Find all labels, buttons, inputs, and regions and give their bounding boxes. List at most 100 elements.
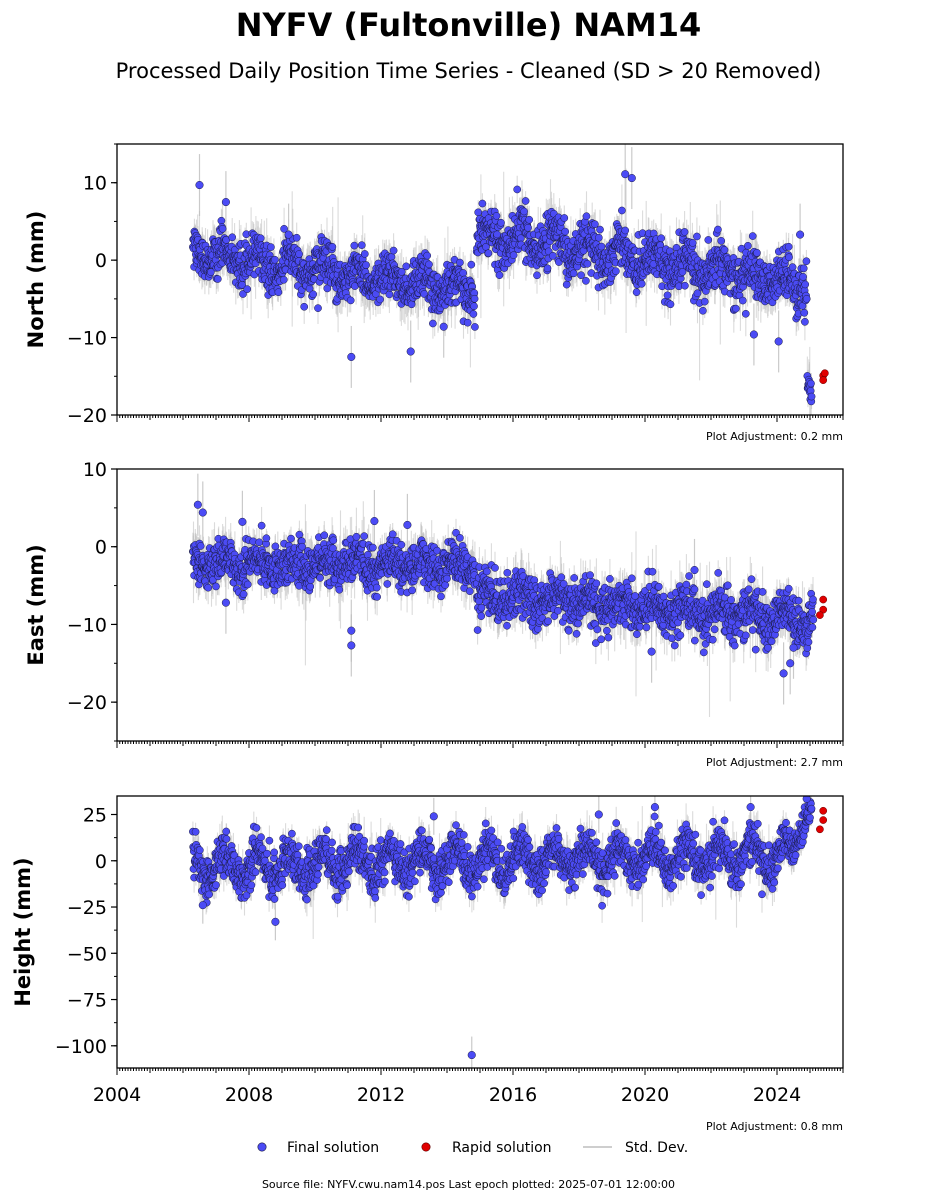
final-point xyxy=(239,290,247,298)
final-point xyxy=(582,276,590,285)
final-point xyxy=(637,279,646,288)
final-point xyxy=(533,271,541,280)
final-point xyxy=(591,220,599,229)
final-point xyxy=(267,243,275,251)
north-final-points xyxy=(189,170,816,406)
final-point xyxy=(328,243,337,251)
final-point xyxy=(228,233,237,242)
final-point xyxy=(569,269,578,278)
final-point xyxy=(270,255,279,264)
north-y-ticks: 10 0 −10 −20 xyxy=(67,143,117,427)
final-point xyxy=(357,241,366,249)
final-point xyxy=(582,212,591,221)
final-point xyxy=(717,237,726,245)
north-rapid-points xyxy=(819,369,829,385)
y-tick-label: 10 xyxy=(83,173,107,195)
final-point xyxy=(495,271,504,280)
final-point xyxy=(274,288,283,297)
final-point xyxy=(478,199,487,208)
final-point xyxy=(217,216,226,225)
final-point xyxy=(376,295,384,304)
final-point xyxy=(309,290,318,299)
final-point xyxy=(597,242,606,251)
final-point xyxy=(666,300,675,309)
final-point xyxy=(492,212,501,220)
final-point xyxy=(509,251,518,260)
final-point xyxy=(213,275,222,283)
final-point xyxy=(521,197,530,205)
final-point xyxy=(295,250,303,258)
final-point xyxy=(279,275,288,284)
final-point xyxy=(732,304,740,313)
final-point xyxy=(618,206,626,215)
final-point xyxy=(612,267,620,275)
final-point xyxy=(700,297,709,306)
final-point xyxy=(292,233,301,242)
final-point xyxy=(693,232,701,241)
y-tick-label: −10 xyxy=(67,328,107,350)
final-point xyxy=(807,392,816,401)
final-point xyxy=(256,234,265,243)
final-point xyxy=(425,260,433,269)
final-point xyxy=(423,251,432,260)
north-plot-area xyxy=(189,144,829,415)
final-point xyxy=(560,214,569,222)
final-point xyxy=(513,185,522,194)
final-point-outlier xyxy=(347,352,356,361)
final-point xyxy=(577,271,585,280)
final-point xyxy=(680,228,689,236)
final-point xyxy=(788,263,797,272)
final-point xyxy=(801,317,809,326)
final-point xyxy=(543,264,552,273)
final-point xyxy=(525,215,534,224)
final-point xyxy=(693,289,702,298)
north-plot-adjustment: Plot Adjustment: 0.2 mm xyxy=(706,430,843,443)
final-point xyxy=(243,285,252,294)
final-point xyxy=(699,306,707,315)
final-point xyxy=(470,294,479,303)
final-point-outlier xyxy=(621,170,630,179)
final-point xyxy=(621,226,630,235)
final-point-outlier xyxy=(774,337,783,346)
final-point xyxy=(596,225,604,234)
final-point xyxy=(469,310,478,318)
final-point xyxy=(470,302,478,311)
final-point xyxy=(497,218,505,227)
final-point xyxy=(688,239,697,247)
final-point xyxy=(456,258,464,267)
final-point xyxy=(467,260,476,269)
final-point xyxy=(484,249,493,258)
final-point xyxy=(802,294,811,303)
final-point xyxy=(300,302,309,311)
final-point xyxy=(520,207,528,216)
north-panel: North (mm) Plot Adjustment: 0.2 mm 10 0 −1… xyxy=(24,143,844,443)
final-point xyxy=(802,257,811,266)
final-point xyxy=(360,250,369,258)
final-point xyxy=(562,280,571,289)
rapid-point xyxy=(821,369,829,378)
north-series-final xyxy=(189,144,829,415)
final-point xyxy=(807,379,815,388)
final-point xyxy=(800,308,809,317)
final-point xyxy=(397,267,406,276)
final-point xyxy=(314,304,322,312)
final-point-outlier xyxy=(749,330,758,339)
final-point xyxy=(362,261,370,269)
final-point xyxy=(280,225,288,233)
final-point xyxy=(681,281,689,290)
final-point xyxy=(385,290,394,299)
final-point-outlier xyxy=(195,180,204,190)
north-x-ticks xyxy=(116,415,844,422)
final-point xyxy=(583,259,592,268)
final-point xyxy=(720,246,729,254)
final-point xyxy=(748,232,757,240)
final-point-outlier xyxy=(284,230,293,239)
final-point xyxy=(632,288,641,297)
y-tick-label: −20 xyxy=(67,405,107,427)
final-point xyxy=(549,251,557,260)
final-point-outlier xyxy=(796,230,805,239)
final-point xyxy=(784,242,793,251)
final-point xyxy=(678,268,687,276)
final-point xyxy=(799,273,807,281)
